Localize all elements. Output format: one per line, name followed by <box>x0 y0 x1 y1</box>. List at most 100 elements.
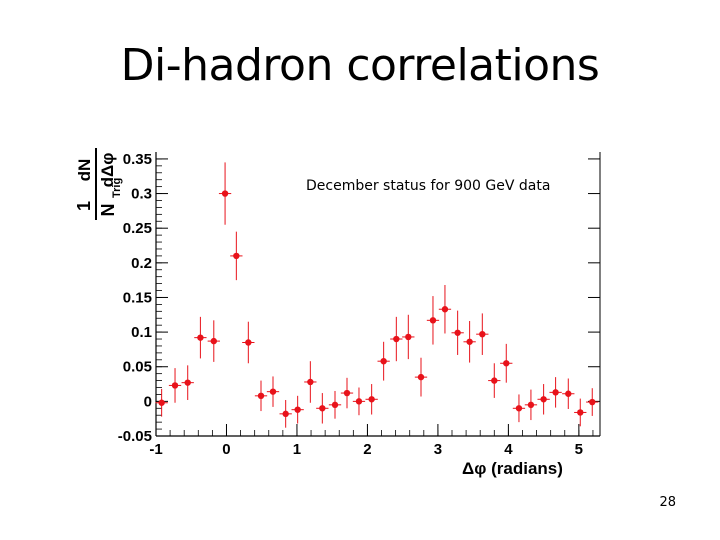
data-marker <box>331 401 339 409</box>
data-point <box>377 341 390 381</box>
data-marker <box>184 379 191 386</box>
y-tick-label: -0.05 <box>118 428 152 445</box>
data-marker <box>368 396 375 403</box>
data-point <box>230 231 243 281</box>
data-marker <box>479 330 486 338</box>
x-axis: -1 0 1 2 3 4 5 <box>149 424 594 458</box>
data-marker <box>515 405 523 412</box>
data-marker <box>405 333 412 341</box>
data-point <box>426 296 440 345</box>
y-tick-label: 0.05 <box>123 359 152 376</box>
data-point <box>549 377 562 408</box>
x-tick-label: 5 <box>575 441 583 458</box>
x-tick-label: -1 <box>149 441 162 458</box>
data-point <box>242 321 255 364</box>
slide-title: Di-hadron correlations <box>120 40 600 91</box>
data-marker <box>540 396 547 403</box>
data-marker <box>269 388 277 395</box>
data-point <box>218 162 232 225</box>
data-marker <box>197 334 204 341</box>
data-marker <box>233 252 240 260</box>
slide-number: 28 <box>659 495 676 510</box>
data-marker <box>552 389 559 396</box>
data-marker <box>441 306 449 313</box>
y-tick-label: 0.35 <box>123 151 152 168</box>
data-marker <box>294 406 301 413</box>
correlation-chart: -0.05 0 0.05 0.1 0.15 0.2 0.25 0.3 0.35 -1 0 1 2 3 4 5… <box>74 148 601 478</box>
data-marker <box>355 398 363 405</box>
y-axis: -0.05 0 0.05 0.1 0.15 0.2 0.25 0.3 0.35 <box>118 151 600 445</box>
data-marker <box>589 398 596 406</box>
plot-frame <box>155 152 601 437</box>
y-tick-label: 0.3 <box>131 186 152 203</box>
x-tick-label: 1 <box>293 441 301 458</box>
data-point <box>451 310 464 355</box>
data-point <box>537 384 550 415</box>
data-point <box>414 357 428 397</box>
data-marker <box>307 378 314 386</box>
data-point <box>328 390 342 419</box>
x-tick-label: 2 <box>363 441 371 458</box>
data-marker <box>343 389 351 397</box>
data-point <box>266 376 280 407</box>
y-axis-label-derivative: dN dΔφ <box>75 148 117 192</box>
data-point <box>365 384 378 415</box>
data-point <box>291 395 304 424</box>
data-point <box>207 320 220 362</box>
data-point <box>562 378 575 409</box>
data-marker <box>466 338 473 345</box>
x-tick-label: 4 <box>504 441 513 458</box>
data-point <box>352 387 366 416</box>
data-marker <box>257 392 265 400</box>
data-marker <box>491 377 498 384</box>
data-point <box>304 361 317 403</box>
y-tick-label: 0.2 <box>131 255 152 272</box>
svg-text:dΔφ: dΔφ <box>98 153 117 188</box>
svg-text:Trig: Trig <box>111 178 123 198</box>
data-point <box>488 363 501 398</box>
data-point <box>574 398 587 427</box>
data-point <box>512 394 526 423</box>
data-marker <box>454 329 461 336</box>
data-marker <box>565 390 572 397</box>
data-marker <box>527 401 535 409</box>
svg-text:1: 1 <box>74 201 94 211</box>
data-marker <box>158 399 165 406</box>
chart-annotation: December status for 900 GeV data <box>306 178 550 194</box>
data-marker <box>429 317 437 324</box>
data-point <box>254 380 268 412</box>
y-axis-label: 1 N Trig <box>74 178 123 220</box>
x-tick-label: 0 <box>222 441 230 458</box>
data-point <box>316 393 329 424</box>
data-point <box>181 365 194 400</box>
data-marker <box>171 382 179 389</box>
data-marker <box>577 409 584 416</box>
x-axis-label: Δφ (radians) <box>462 459 563 478</box>
data-point <box>438 284 452 334</box>
data-point <box>476 313 489 355</box>
data-marker <box>393 335 400 343</box>
data-point <box>390 316 403 362</box>
data-point <box>524 389 538 421</box>
data-point <box>155 388 168 417</box>
data-marker <box>319 405 326 412</box>
data-point <box>500 343 513 383</box>
y-tick-label: 0.25 <box>123 220 152 237</box>
y-tick-label: 0.15 <box>123 289 152 306</box>
data-point <box>340 377 354 409</box>
data-marker <box>221 190 229 197</box>
data-point <box>402 314 415 360</box>
data-marker <box>282 410 289 418</box>
y-tick-label: 0.1 <box>131 324 152 341</box>
data-point <box>279 399 292 428</box>
svg-text:dN: dN <box>75 159 94 182</box>
data-point <box>463 321 476 363</box>
data-marker <box>210 337 217 345</box>
data-point <box>194 316 207 359</box>
y-tick-label: 0 <box>144 393 152 410</box>
data-marker <box>417 373 425 381</box>
x-tick-label: 3 <box>434 441 442 458</box>
data-series <box>155 162 599 428</box>
svg-text:N: N <box>98 204 118 217</box>
data-marker <box>503 360 510 367</box>
